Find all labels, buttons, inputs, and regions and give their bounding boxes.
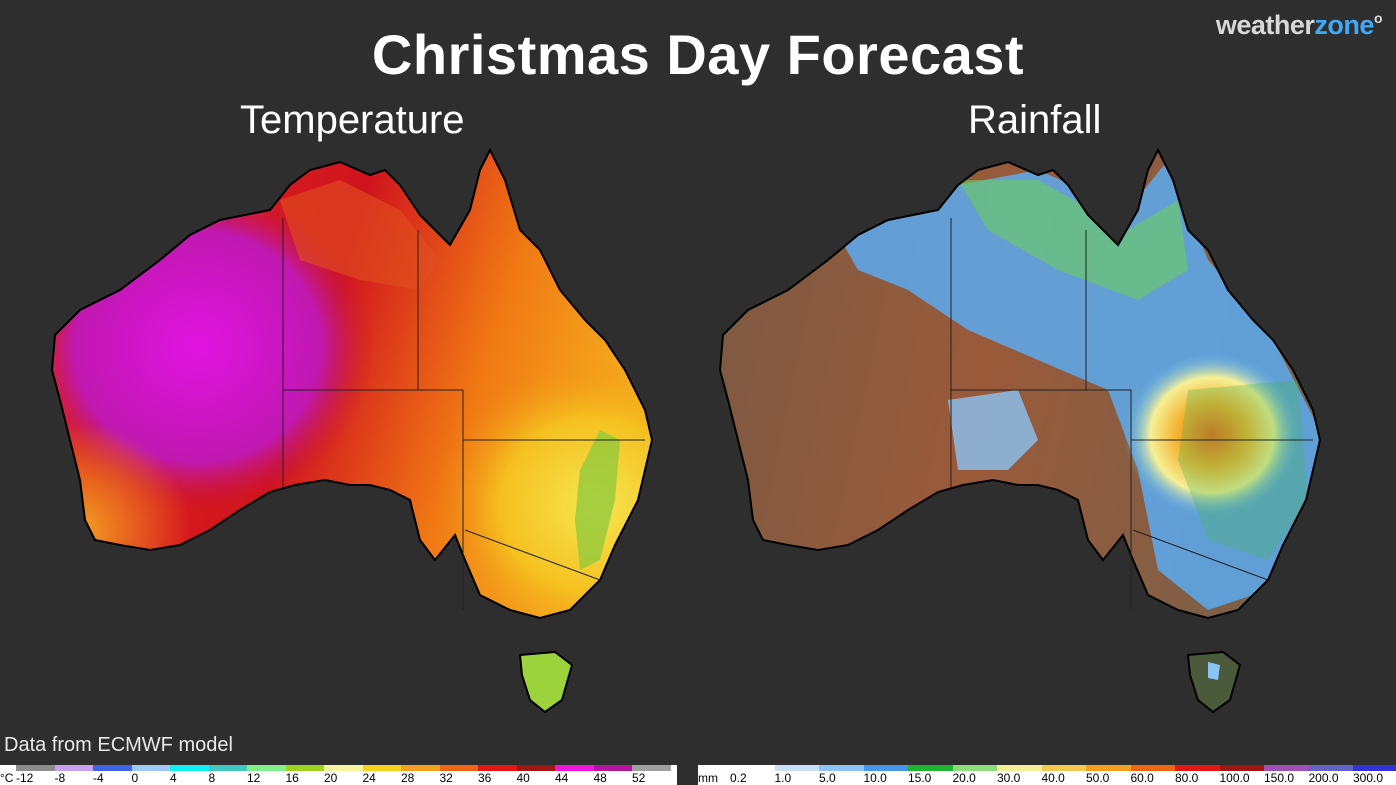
temperature-map	[50, 147, 654, 714]
logo-part2: zone	[1314, 10, 1374, 40]
rainfall-legend-swatch	[1130, 765, 1175, 771]
logo-part1: weather	[1215, 10, 1315, 40]
rainfall-legend-tick: 50.0	[1086, 771, 1110, 785]
rainfall-map	[718, 147, 1322, 714]
temperature-legend-tick: 24	[362, 771, 376, 785]
temperature-legend-swatch	[593, 765, 632, 771]
temperature-legend-tick: 8	[208, 771, 216, 785]
rainfall-legend-tick: 15.0	[908, 771, 932, 785]
temperature-legend-tick: 44	[555, 771, 569, 785]
temperature-legend-tick: 32	[439, 771, 453, 785]
temperature-legend-swatch	[478, 765, 517, 771]
rainfall-legend-swatch	[1308, 765, 1353, 771]
temperature-legend-swatch	[54, 765, 93, 771]
rainfall-legend-swatches	[698, 765, 1396, 771]
temperature-legend-tick: 52	[632, 771, 646, 785]
rainfall-legend-tick: 20.0	[952, 771, 976, 785]
temperature-legend-swatch	[170, 765, 209, 771]
rainfall-legend-tick: 5.0	[819, 771, 836, 785]
weatherzone-logo: weatherzoneo	[1215, 10, 1383, 41]
temperature-legend-tick: 48	[593, 771, 607, 785]
temperature-legend-swatch	[401, 765, 440, 771]
rainfall-legend-swatch	[1175, 765, 1220, 771]
rainfall-legend-unit: mm	[698, 771, 718, 785]
temperature-legend-swatch	[555, 765, 594, 771]
temperature-legend-swatch	[324, 765, 363, 771]
rainfall-legend-swatch	[952, 765, 997, 771]
logo-mark: o	[1373, 10, 1383, 26]
data-source-credit: Data from ECMWF model	[4, 734, 233, 756]
rainfall-legend-swatch	[774, 765, 819, 771]
rainfall-legend-tick: 1.0	[774, 771, 792, 785]
rainfall-legend-tick: 30.0	[997, 771, 1021, 785]
temperature-legend-tick: 12	[247, 771, 261, 785]
rainfall-legend: mm 0.2 1.0 5.0 10.0 15.0 20.0 30.0 40.0 50.0 60.0…	[698, 765, 1396, 785]
temperature-legend-swatch	[247, 765, 286, 771]
temperature-legend-swatch	[93, 765, 132, 771]
rainfall-legend-swatch	[1219, 765, 1264, 771]
rainfall-legend-swatch	[1353, 765, 1396, 771]
temperature-legend-unit: °C	[0, 771, 14, 785]
rainfall-legend-swatch	[1264, 765, 1309, 771]
rainfall-legend-tick: 150.0	[1264, 771, 1295, 785]
temperature-legend-swatch	[16, 765, 55, 771]
temperature-legend-tick: 40	[516, 771, 530, 785]
rainfall-legend-swatch	[1086, 765, 1131, 771]
temperature-legend-tick: -8	[54, 771, 66, 785]
rainfall-legend-swatch	[1041, 765, 1086, 771]
rainfall-legend-tick: 10.0	[863, 771, 887, 785]
temperature-legend: °C -12 -8 -4 0 4 8 12 16 20 24 28 32 36 40 44 48 52	[0, 765, 677, 785]
rainfall-legend-swatch	[863, 765, 908, 771]
rainfall-legend-swatch	[997, 765, 1042, 771]
temperature-legend-tick: 0	[131, 771, 139, 785]
rainfall-panel-title: Rainfall	[968, 98, 1102, 142]
rainfall-legend-tick: 80.0	[1175, 771, 1199, 785]
temperature-legend-tick: 4	[170, 771, 177, 785]
rainfall-legend-tick: 300.0	[1353, 771, 1384, 785]
rainfall-legend-swatch	[908, 765, 953, 771]
temperature-legend-tick: -12	[16, 771, 34, 785]
temperature-legend-tick: 16	[285, 771, 299, 785]
temperature-legend-tick: 20	[324, 771, 338, 785]
rainfall-legend-swatch	[730, 765, 775, 771]
temperature-legend-swatch	[632, 765, 671, 771]
temperature-legend-swatch	[439, 765, 478, 771]
temperature-legend-swatch	[285, 765, 324, 771]
temperature-panel-title: Temperature	[240, 98, 465, 142]
temperature-legend-tick: 36	[478, 771, 492, 785]
page-title: Christmas Day Forecast	[371, 23, 1025, 86]
rainfall-legend-tick: 0.2	[730, 771, 747, 785]
temperature-legend-swatch	[362, 765, 401, 771]
rainfall-legend-tick: 100.0	[1219, 771, 1250, 785]
temperature-legend-swatches	[0, 765, 677, 771]
temperature-legend-tick: -4	[93, 771, 104, 785]
rainfall-legend-tick: 60.0	[1130, 771, 1154, 785]
rainfall-legend-tick: 200.0	[1308, 771, 1339, 785]
rainfall-legend-tick: 40.0	[1041, 771, 1065, 785]
temperature-legend-tick: 28	[401, 771, 415, 785]
temperature-legend-swatch	[516, 765, 555, 771]
temperature-legend-swatch	[208, 765, 247, 771]
temperature-legend-swatch	[131, 765, 170, 771]
rainfall-legend-swatch	[819, 765, 864, 771]
